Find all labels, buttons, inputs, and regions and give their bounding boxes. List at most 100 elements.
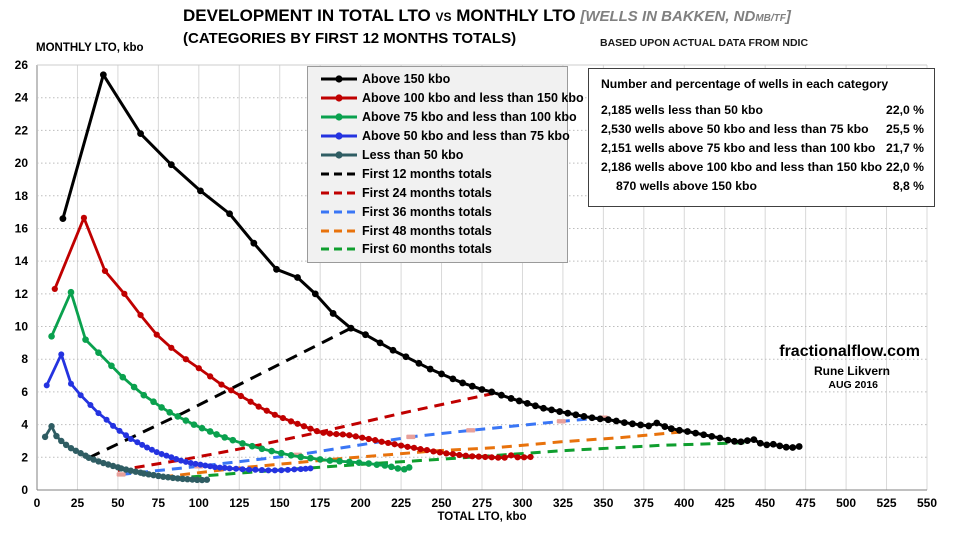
series-point-marker bbox=[316, 456, 324, 463]
series-point-marker bbox=[268, 447, 275, 455]
series-point-marker bbox=[247, 398, 254, 405]
series-point-marker bbox=[795, 443, 803, 450]
x-tick-label: 375 bbox=[634, 496, 654, 510]
series-point-marker bbox=[168, 454, 175, 461]
title-bracket-text: [WELLS IN BAKKEN, ND bbox=[580, 8, 756, 25]
series-point-marker bbox=[103, 416, 110, 423]
series-point-marker bbox=[352, 433, 359, 440]
x-axis-title: TOTAL LTO, kbo bbox=[437, 511, 527, 523]
series-point-marker bbox=[213, 431, 220, 438]
series-point-marker bbox=[645, 422, 653, 430]
series-point-marker bbox=[203, 476, 211, 483]
source-note: BASED UPON ACTUAL DATA FROM NDIC bbox=[600, 37, 809, 49]
series-point-marker bbox=[333, 430, 340, 438]
series-point-marker bbox=[77, 392, 84, 399]
series-point-marker bbox=[221, 434, 229, 441]
x-tick-label: 350 bbox=[593, 496, 613, 510]
series-point-marker bbox=[394, 465, 402, 472]
dashed-series-marker bbox=[466, 428, 476, 433]
x-tick-label: 0 bbox=[34, 496, 41, 510]
series-point-marker bbox=[233, 465, 240, 472]
legend-label: First 36 months totals bbox=[362, 204, 492, 219]
stats-title: Number and percentage of wells in each c… bbox=[601, 77, 889, 91]
dashed-series-line bbox=[163, 430, 682, 479]
series-point-marker bbox=[478, 386, 486, 393]
legend-item: First 60 months totals bbox=[320, 240, 567, 258]
series-point-marker bbox=[53, 432, 60, 440]
series-point-marker bbox=[226, 210, 233, 218]
series-point-marker bbox=[122, 466, 130, 473]
y-tick-label: 20 bbox=[15, 156, 29, 170]
series-point-marker bbox=[207, 463, 214, 470]
series-point-marker bbox=[252, 466, 259, 473]
series-point-marker bbox=[423, 447, 431, 454]
legend-line-swatch bbox=[321, 132, 357, 140]
legend-item: Above 150 kbo bbox=[320, 70, 567, 88]
series-point-marker bbox=[116, 427, 123, 434]
series-point-marker bbox=[100, 459, 107, 467]
series-point-marker bbox=[179, 475, 186, 483]
series-point-marker bbox=[346, 458, 353, 466]
series-point-marker bbox=[402, 353, 410, 361]
stats-row: 2,530 wells above 50 kbo and less than 7… bbox=[601, 120, 924, 139]
series-point-marker bbox=[385, 439, 392, 447]
series-point-marker bbox=[43, 382, 50, 389]
watermark-date: AUG 2016 bbox=[828, 379, 878, 391]
series-point-marker bbox=[105, 461, 112, 468]
series-point-marker bbox=[237, 392, 244, 400]
series-point-marker bbox=[329, 310, 337, 317]
series-point-marker bbox=[604, 416, 612, 424]
series-point-marker bbox=[144, 444, 151, 451]
legend-item: Less than 50 kbo bbox=[320, 146, 567, 164]
series-point-marker bbox=[667, 425, 675, 433]
series-point-marker bbox=[167, 161, 175, 169]
series-point-marker bbox=[255, 403, 262, 410]
series-point-marker bbox=[137, 311, 144, 319]
series-point-marker bbox=[158, 451, 165, 458]
title-main-1: DEVELOPMENT IN TOTAL LTO bbox=[183, 6, 431, 25]
stats-row-percent: 21,7 % bbox=[886, 141, 924, 155]
series-point-marker bbox=[90, 456, 97, 463]
series-point-marker bbox=[307, 465, 314, 472]
series-point-marker bbox=[488, 388, 496, 396]
stats-row-label: 2,185 wells less than 50 kbo bbox=[601, 103, 763, 117]
series-point-marker bbox=[216, 464, 223, 471]
series-point-marker bbox=[462, 452, 469, 459]
legend-item: First 24 months totals bbox=[320, 184, 567, 202]
series-point-marker bbox=[265, 467, 272, 474]
series-point-marker bbox=[789, 444, 797, 451]
series-point-marker bbox=[468, 382, 476, 390]
legend-label: Less than 50 kbo bbox=[362, 148, 464, 162]
series-point-marker bbox=[184, 476, 191, 483]
legend-dashed-line-swatch bbox=[321, 247, 357, 251]
stats-row-percent: 8,8 % bbox=[892, 179, 924, 193]
series-point-marker bbox=[540, 404, 547, 412]
x-tick-label: 325 bbox=[553, 496, 573, 510]
series-point-marker bbox=[158, 404, 165, 411]
dashed-series-line bbox=[117, 391, 497, 472]
series-point-marker bbox=[153, 331, 160, 338]
title-bracket-subscript: MB/TF bbox=[755, 13, 786, 24]
series-point-marker bbox=[326, 430, 333, 437]
series-point-marker bbox=[449, 375, 457, 383]
series-point-marker bbox=[326, 457, 334, 464]
series-point-marker bbox=[438, 370, 445, 378]
series-point-marker bbox=[130, 383, 138, 391]
series-point-marker bbox=[621, 419, 628, 427]
x-tick-label: 550 bbox=[917, 496, 937, 510]
stats-row-percent: 25,5 % bbox=[886, 122, 924, 136]
series-point-marker bbox=[572, 411, 580, 419]
series-point-marker bbox=[355, 459, 363, 467]
series-point-marker bbox=[297, 466, 304, 473]
series-point-marker bbox=[430, 448, 437, 455]
series-point-marker bbox=[346, 432, 353, 439]
series-point-marker bbox=[612, 417, 620, 425]
legend-item: Above 50 kbo and less than 75 kbo bbox=[320, 127, 570, 145]
series-point-marker bbox=[756, 439, 764, 447]
series-point-marker bbox=[187, 460, 194, 467]
legend-item: Above 75 kbo and less than 100 kbo bbox=[320, 108, 577, 126]
series-point-marker bbox=[192, 460, 199, 467]
series-point-marker bbox=[498, 391, 505, 399]
x-tick-label: 250 bbox=[432, 496, 452, 510]
legend-line-swatch bbox=[321, 75, 357, 84]
